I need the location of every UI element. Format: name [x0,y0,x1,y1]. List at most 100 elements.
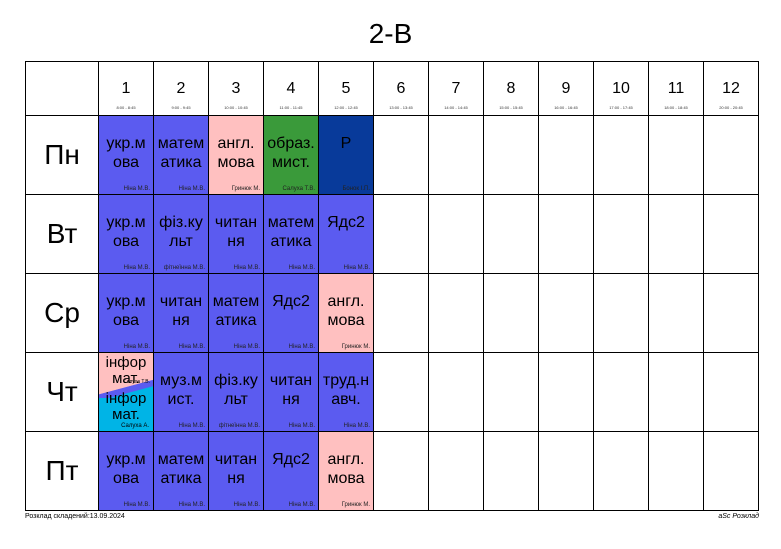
timetable-slot[interactable]: фіз.ку льт фітнеїнна М.В. [208,352,264,432]
timetable-slot[interactable] [373,115,429,195]
timetable-slot[interactable] [703,115,759,195]
lesson-card[interactable]: читан ня Ніна М.В. [264,353,318,431]
lesson-card[interactable]: англ. мова Гринюк М. [319,274,373,352]
lesson-card[interactable]: матем атика Ніна М.В. [264,195,318,273]
lesson-subject: інфор мат. [105,354,147,387]
timetable-slot[interactable]: матем атика Ніна М.В. [153,115,209,195]
lesson-card[interactable]: муз.м ист. Ніна М.В. [154,353,208,431]
timetable-slot[interactable]: фіз.ку льт фітнеїнна М.В. [153,194,209,274]
timetable-slot[interactable] [373,431,429,511]
timetable-slot[interactable]: Ядс2 Ніна М.В. [318,194,374,274]
timetable-slot[interactable] [538,194,594,274]
timetable-slot[interactable]: образ. мист. Салуха Т.В. [263,115,319,195]
timetable-slot[interactable]: Ядс2 Ніна М.В. [263,431,319,511]
timetable-slot[interactable] [428,352,484,432]
timetable-slot[interactable] [538,115,594,195]
timetable-slot[interactable] [483,352,539,432]
lesson-card[interactable]: Р Бонок І.П. [319,116,373,194]
day-label: Пн [25,115,99,195]
lesson-card[interactable]: укр.м ова Ніна М.В. [99,195,153,273]
timetable-slot[interactable]: Ядс2 Ніна М.В. [263,273,319,353]
period-number: 2 [176,80,186,97]
timetable-slot[interactable]: муз.м ист. Ніна М.В. [153,352,209,432]
timetable-slot[interactable]: матем атика Ніна М.В. [263,194,319,274]
lesson-card[interactable]: фіз.ку льт фітнеїнна М.В. [209,353,263,431]
timetable-slot[interactable]: читан ня Ніна М.В. [208,194,264,274]
timetable-slot[interactable] [483,431,539,511]
timetable-slot[interactable]: інфор мат. Салуха Т.В. інфор мат. Салуха А. [98,352,154,432]
timetable-slot[interactable]: укр.м ова Ніна М.В. [98,194,154,274]
timetable-slot[interactable] [703,431,759,511]
lesson-card[interactable]: англ. мова Гринюк М. [209,116,263,194]
day-row: Пн укр.м ова Ніна М.В. матем атика Ніна М.В.… [25,115,759,195]
lesson-card[interactable]: образ. мист. Салуха Т.В. [264,116,318,194]
lesson-card[interactable]: читан ня Ніна М.В. [209,432,263,510]
timetable-slot[interactable]: читан ня Ніна М.В. [263,352,319,432]
timetable-slot[interactable]: англ. мова Гринюк М. [318,431,374,511]
lesson-subject: укр.м ова [106,135,146,171]
timetable-slot[interactable] [428,273,484,353]
timetable-slot[interactable]: укр.м ова Ніна М.В. [98,115,154,195]
lesson-card[interactable]: Ядс2 Ніна М.В. [319,195,373,273]
timetable-slot[interactable] [648,115,704,195]
lesson-card[interactable]: фіз.ку льт фітнеїнна М.В. [154,195,208,273]
period-time: 9:00 - 9:45 [171,105,191,110]
timetable-slot[interactable] [703,273,759,353]
timetable-slot[interactable] [648,352,704,432]
lesson-card[interactable]: матем атика Ніна М.В. [154,432,208,510]
timetable-slot[interactable] [593,352,649,432]
timetable-slot[interactable] [373,273,429,353]
timetable-slot[interactable] [483,115,539,195]
timetable-slot[interactable] [538,352,594,432]
timetable-slot[interactable]: Р Бонок І.П. [318,115,374,195]
timetable-slot[interactable]: матем атика Ніна М.В. [153,431,209,511]
timetable-slot[interactable] [373,352,429,432]
lesson-card[interactable]: Ядс2 Ніна М.В. [264,432,318,510]
timetable-slot[interactable] [703,352,759,432]
timetable-slot[interactable] [428,194,484,274]
timetable-slot[interactable]: англ. мова Гринюк М. [208,115,264,195]
lesson-card[interactable]: читан ня Ніна М.В. [154,274,208,352]
timetable-slot[interactable]: англ. мова Гринюк М. [318,273,374,353]
lesson-card[interactable]: читан ня Ніна М.В. [209,195,263,273]
timetable-slot[interactable] [538,431,594,511]
timetable-slot[interactable] [593,273,649,353]
lesson-subject: Ядс2 [272,293,310,310]
timetable-slot[interactable] [593,431,649,511]
timetable-slot[interactable] [648,273,704,353]
period-number: 6 [396,80,406,97]
timetable-slot[interactable]: читан ня Ніна М.В. [208,431,264,511]
lesson-card[interactable]: укр.м ова Ніна М.В. [99,116,153,194]
timetable-slot[interactable] [428,431,484,511]
lesson-card[interactable]: матем атика Ніна М.В. [154,116,208,194]
period-header-6: 6 13:00 - 13:45 [373,61,429,116]
timetable-slot[interactable] [483,194,539,274]
timetable-slot[interactable]: матем атика Ніна М.В. [208,273,264,353]
lesson-card[interactable]: труд.н авч. Ніна М.В. [319,353,373,431]
split-lesson-card[interactable]: інфор мат. Салуха Т.В. інфор мат. Салуха А. [99,353,153,431]
lesson-card[interactable]: укр.м ова Ніна М.В. [99,274,153,352]
timetable-slot[interactable]: труд.н авч. Ніна М.В. [318,352,374,432]
timetable-slot[interactable] [428,115,484,195]
timetable-slot[interactable] [648,431,704,511]
lesson-card[interactable]: укр.м ова Ніна М.В. [99,432,153,510]
lesson-subject: матем атика [267,214,315,250]
timetable-slot[interactable] [703,194,759,274]
lesson-subject: укр.м ова [106,293,146,329]
timetable-slot[interactable] [648,194,704,274]
timetable-slot[interactable] [483,273,539,353]
timetable-slot[interactable]: читан ня Ніна М.В. [153,273,209,353]
timetable-slot[interactable]: укр.м ова Ніна М.В. [98,273,154,353]
timetable-slot[interactable] [593,194,649,274]
timetable-slot[interactable] [373,194,429,274]
day-label: Вт [25,194,99,274]
timetable-slot[interactable]: укр.м ова Ніна М.В. [98,431,154,511]
timetable-slot[interactable] [538,273,594,353]
lesson-card[interactable]: Ядс2 Ніна М.В. [264,274,318,352]
period-number: 11 [667,80,685,97]
period-time: 11:00 - 11:45 [279,105,303,110]
lesson-subject: укр.м ова [106,214,146,250]
lesson-card[interactable]: матем атика Ніна М.В. [209,274,263,352]
timetable-slot[interactable] [593,115,649,195]
lesson-card[interactable]: англ. мова Гринюк М. [319,432,373,510]
